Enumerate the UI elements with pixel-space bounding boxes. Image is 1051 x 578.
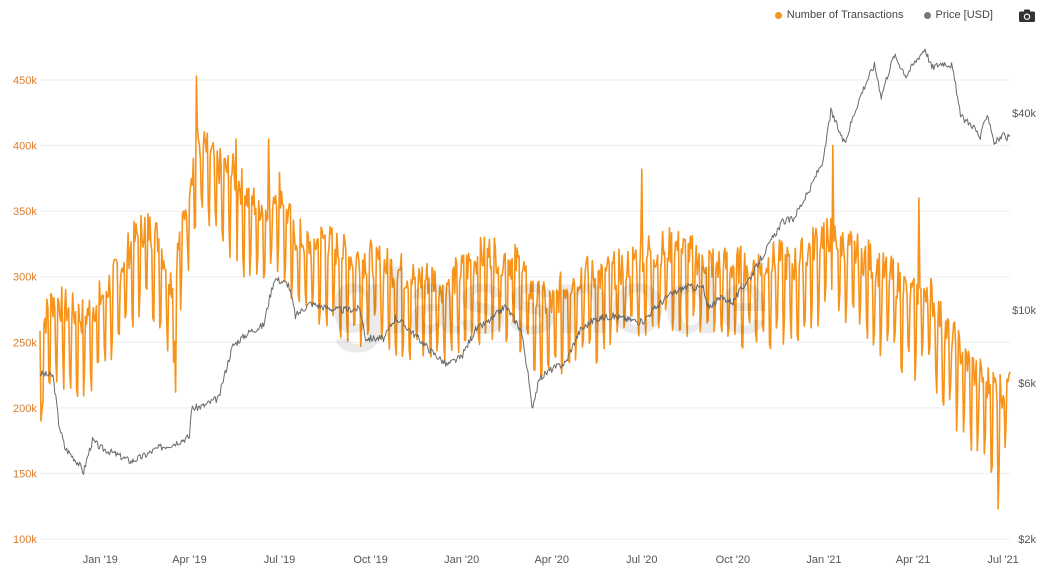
x-tick-label: Oct '19 [353,554,388,566]
y-right-tick-label: $40k [1012,108,1036,120]
x-tick-label: Jan '20 [444,554,479,566]
legend-item-transactions[interactable]: Number of Transactions [774,9,904,21]
x-tick-label: Jan '19 [83,554,118,566]
y-left-tick-label: 350k [13,206,37,218]
y-left-tick-label: 250k [13,337,37,349]
x-tick-label: Apr '21 [896,554,931,566]
y-left-tick-label: 150k [13,468,37,480]
y-left-tick-label: 100k [13,534,37,546]
x-tick-label: Jul '21 [987,554,1018,566]
series-price-line [39,48,1011,475]
y-right-tick-label: $2k [1018,534,1036,546]
y-left-tick-label: 400k [13,141,37,153]
series-transactions-line [39,75,1011,510]
y-right-tick-label: $6k [1018,378,1036,390]
legend-label-transactions: Number of Transactions [786,9,904,21]
y-left-tick-label: 450k [13,75,37,87]
legend: Number of Transactions Price [USD] [774,9,993,21]
x-tick-label: Apr '20 [534,554,569,566]
x-tick-label: Jul '19 [264,554,295,566]
y-left-tick-label: 300k [13,272,37,284]
legend-label-price: Price [USD] [935,9,993,21]
legend-item-price[interactable]: Price [USD] [923,9,993,21]
x-tick-label: Jul '20 [626,554,657,566]
legend-dot-transactions [774,11,782,19]
x-tick-label: Oct '20 [716,554,751,566]
legend-dot-price [923,11,931,19]
x-tick-label: Apr '19 [172,554,207,566]
x-tick-label: Jan '21 [806,554,841,566]
camera-icon[interactable] [1019,9,1035,22]
y-left-tick-label: 200k [13,403,37,415]
y-right-tick-label: $10k [1012,305,1036,317]
